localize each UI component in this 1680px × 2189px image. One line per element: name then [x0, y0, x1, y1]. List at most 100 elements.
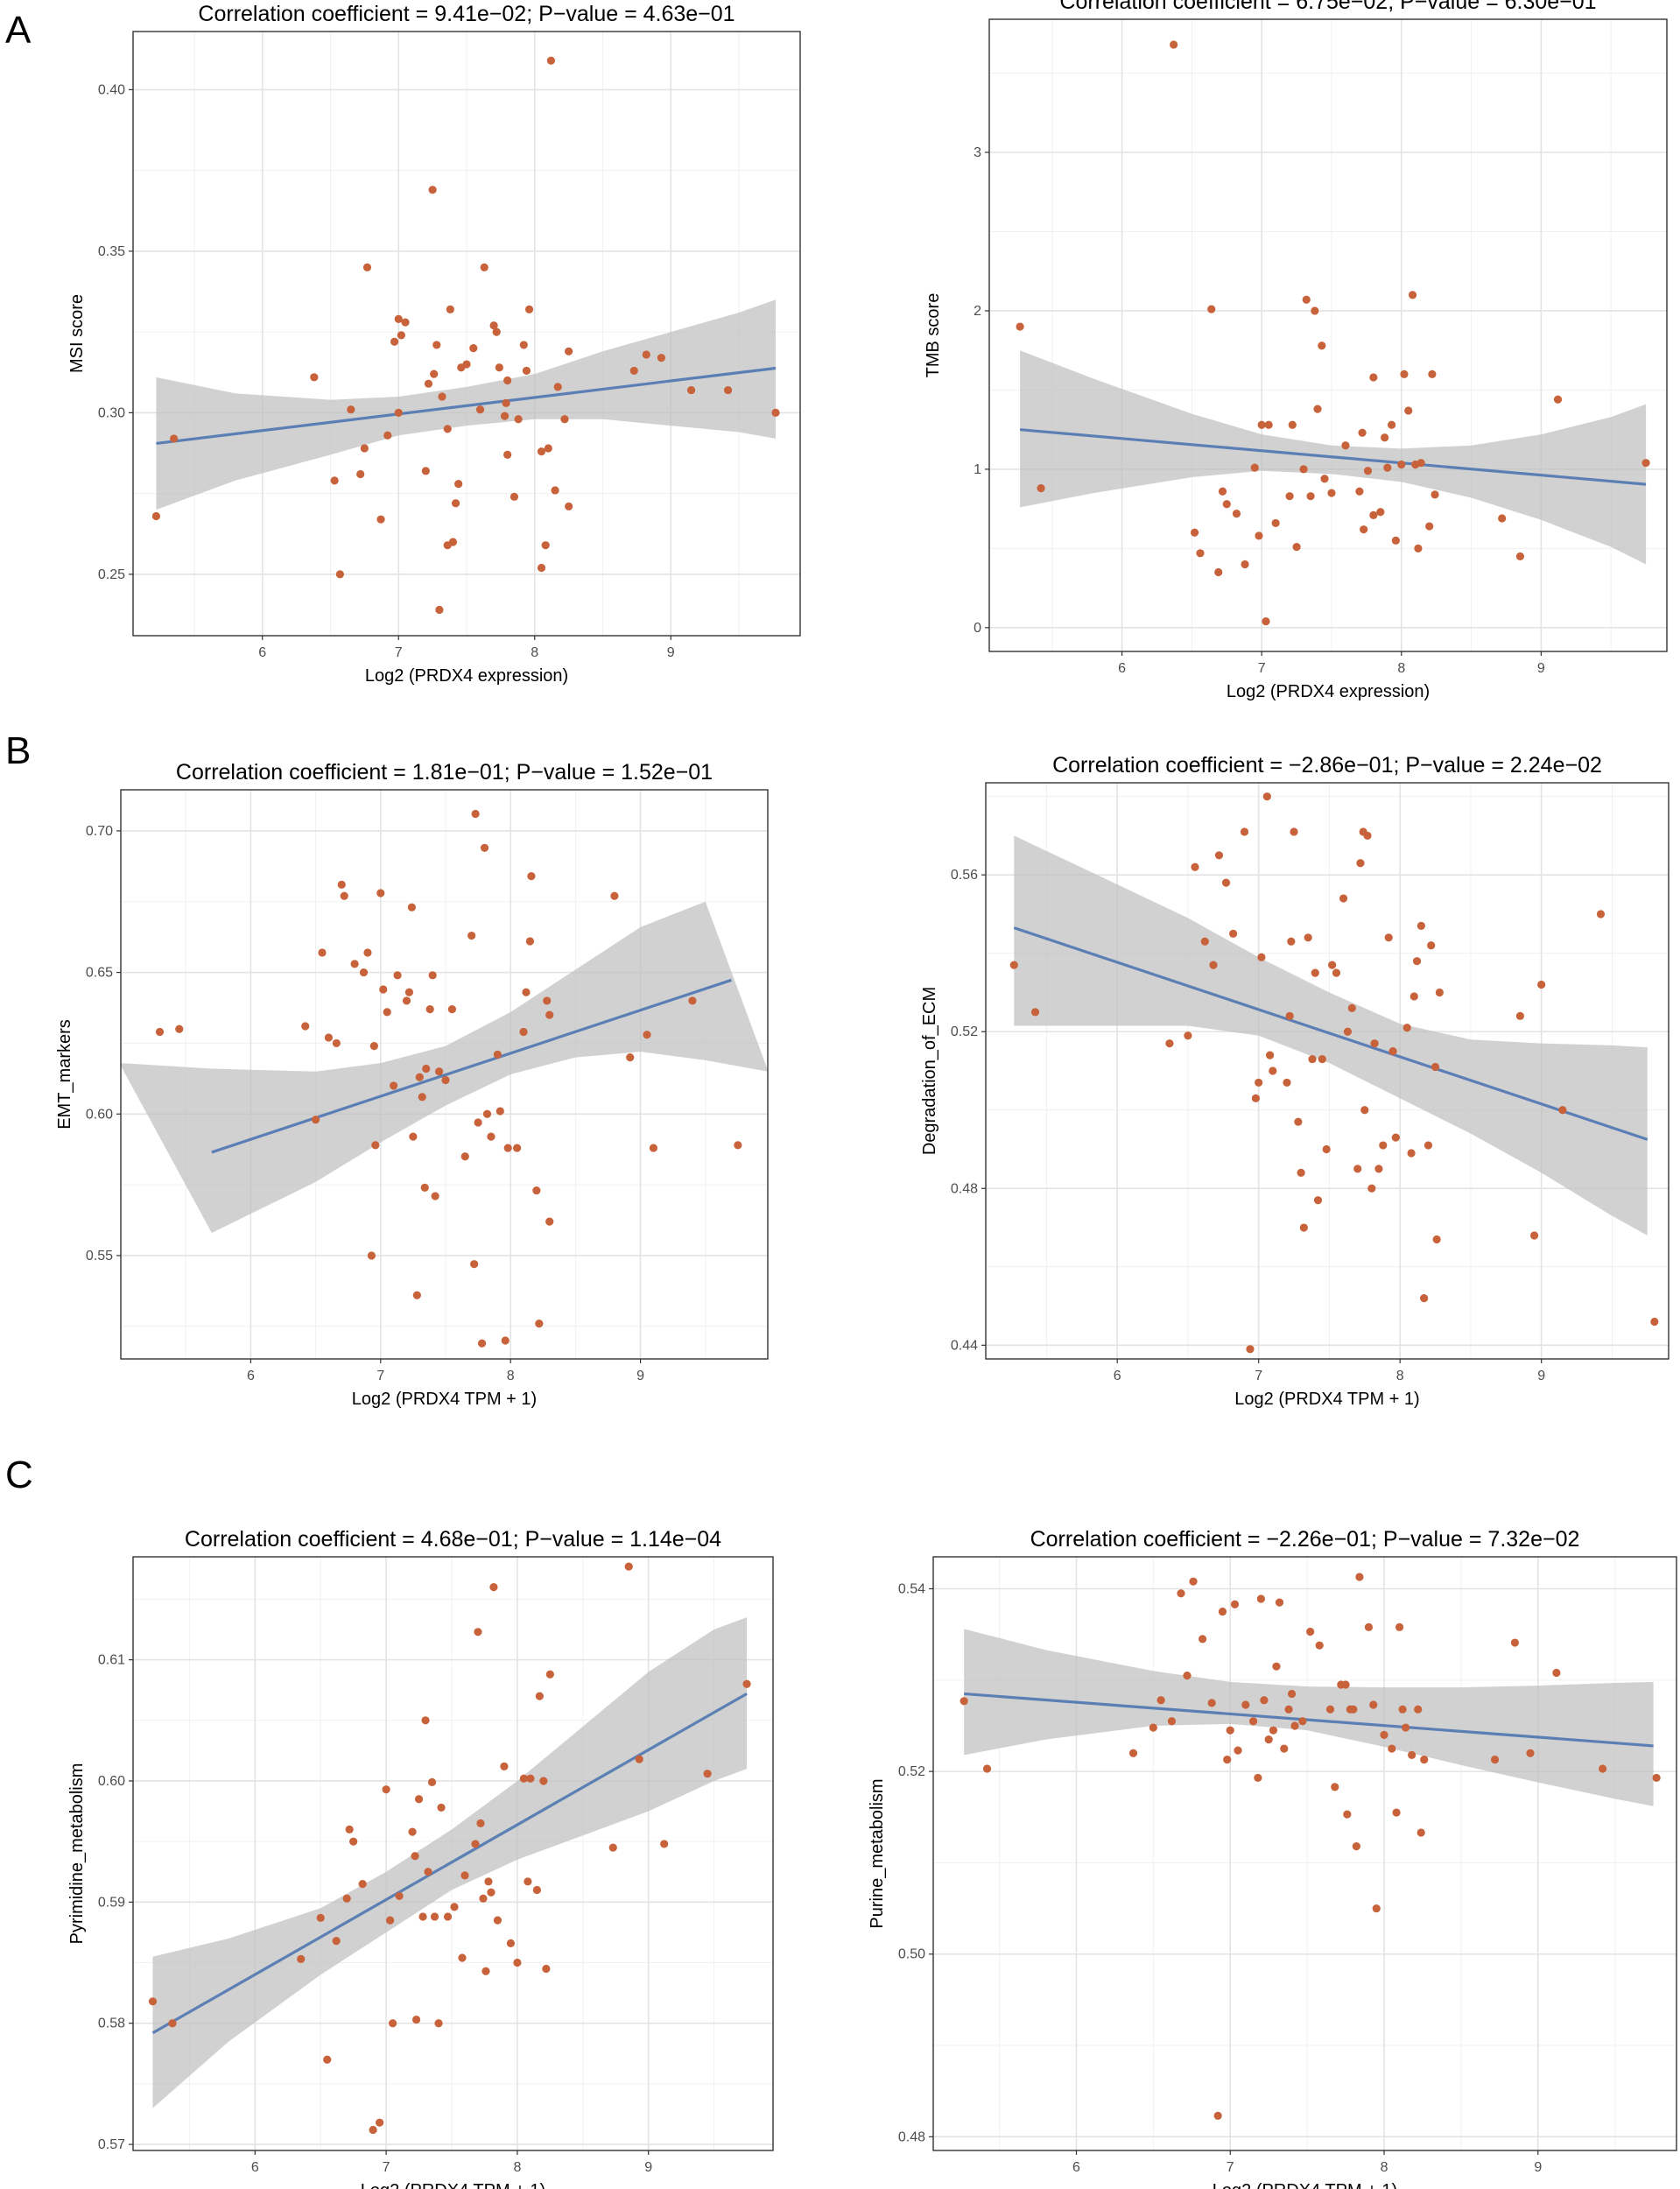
data-point — [1264, 1735, 1273, 1744]
data-point — [1170, 40, 1178, 49]
y-axis-label: TMB score — [924, 293, 943, 378]
data-point — [1260, 1696, 1269, 1705]
data-point — [428, 186, 437, 194]
data-point — [332, 1038, 341, 1048]
data-point — [1190, 528, 1199, 537]
data-point — [408, 1827, 417, 1836]
data-point — [1352, 1842, 1360, 1851]
data-point — [626, 1052, 635, 1062]
data-point — [1241, 1700, 1250, 1709]
data-point — [480, 843, 489, 852]
data-point — [1498, 514, 1507, 523]
y-tick-label: 0.61 — [98, 1653, 125, 1668]
data-point — [542, 1964, 551, 1974]
data-point — [503, 376, 512, 385]
data-point — [393, 971, 402, 980]
data-point — [1328, 961, 1337, 969]
data-point — [1009, 961, 1018, 969]
data-point — [1177, 1589, 1185, 1598]
data-point — [395, 1891, 404, 1901]
x-tick-label: 9 — [1537, 661, 1545, 676]
data-point — [460, 1152, 469, 1161]
data-point — [1558, 1106, 1567, 1115]
y-tick-label: 0.48 — [951, 1181, 978, 1196]
y-axis-label: Purine_metabolism — [868, 1778, 887, 1928]
data-point — [1318, 341, 1326, 350]
y-tick-label: 0.50 — [898, 1947, 925, 1962]
chart-title: Correlation coefficient = −2.26e−01; P−v… — [1030, 1527, 1580, 1552]
data-point — [1414, 1705, 1423, 1714]
data-point — [1552, 1668, 1561, 1678]
data-point — [487, 1132, 496, 1141]
data-point — [1165, 1039, 1174, 1048]
data-point — [1356, 859, 1365, 868]
data-point — [470, 1260, 479, 1269]
data-point — [479, 1894, 488, 1903]
data-point — [1430, 1062, 1440, 1072]
data-point — [1290, 827, 1298, 836]
data-point — [565, 347, 573, 355]
data-point — [1381, 433, 1389, 442]
data-point — [1250, 463, 1259, 472]
data-point — [175, 1024, 184, 1033]
data-point — [409, 1132, 418, 1141]
data-point — [335, 570, 344, 579]
x-axis-label: Log2 (PRDX4 TPM + 1) — [1234, 1390, 1419, 1409]
data-point — [1167, 1717, 1177, 1726]
data-point — [643, 1031, 651, 1039]
data-point — [1128, 1749, 1138, 1757]
x-tick-label: 8 — [1397, 661, 1405, 676]
panel-label-c: C — [5, 1453, 33, 1496]
data-point — [311, 1116, 320, 1124]
data-point — [397, 331, 405, 340]
data-point — [477, 1339, 487, 1348]
x-tick-label: 9 — [1534, 2160, 1542, 2175]
data-point — [318, 948, 327, 957]
x-tick-label: 7 — [395, 645, 403, 660]
chart-title: Correlation coefficient = 1.81e−01; P−va… — [176, 760, 713, 785]
data-point — [1432, 1235, 1441, 1244]
x-tick-label: 8 — [1381, 2160, 1388, 2175]
data-point — [657, 354, 665, 362]
data-point — [330, 476, 339, 485]
data-point — [450, 1903, 459, 1911]
data-point — [432, 341, 441, 349]
data-point — [427, 1777, 437, 1786]
data-point — [1341, 1680, 1350, 1689]
y-tick-label: 0.35 — [98, 244, 125, 259]
data-point — [535, 1319, 544, 1328]
y-tick-label: 0.52 — [951, 1024, 978, 1039]
pyrimidine-metabolism-scatter-chart: 6 7 8 9 0.57 0.58 0.59 0.60 0.61 Correlation coef… — [67, 1527, 774, 2189]
data-point — [545, 1217, 554, 1226]
data-point — [608, 1843, 617, 1852]
data-point — [376, 889, 385, 897]
data-point — [1320, 475, 1329, 483]
x-axis-label: Log2 (PRDX4 TPM + 1) — [361, 2181, 545, 2189]
data-point — [437, 1803, 446, 1812]
data-point — [734, 1141, 742, 1150]
data-point — [407, 903, 417, 911]
x-tick-label: 7 — [1227, 2160, 1234, 2175]
data-point — [168, 2019, 177, 2028]
data-point — [360, 444, 369, 453]
x-tick-label: 9 — [1537, 1369, 1545, 1383]
data-point — [660, 1840, 669, 1848]
data-point — [1255, 1078, 1263, 1087]
data-point — [500, 1762, 509, 1770]
y-axis-label: Pyrimidine_metabolism — [67, 1763, 87, 1945]
y-tick-label: 0.60 — [86, 1107, 113, 1122]
data-point — [1553, 395, 1563, 404]
data-point — [1369, 1700, 1378, 1709]
regression-line — [1013, 926, 1648, 1141]
data-point — [474, 1628, 482, 1636]
data-point — [448, 538, 458, 546]
data-point — [347, 405, 355, 414]
x-tick-label: 6 — [247, 1369, 255, 1383]
data-point — [1379, 1141, 1388, 1150]
data-point — [359, 968, 369, 977]
y-axis-label: MSI score — [67, 294, 87, 373]
data-point — [376, 2118, 384, 2127]
data-point — [1428, 370, 1437, 378]
data-point — [345, 1825, 354, 1834]
data-point — [502, 398, 510, 407]
